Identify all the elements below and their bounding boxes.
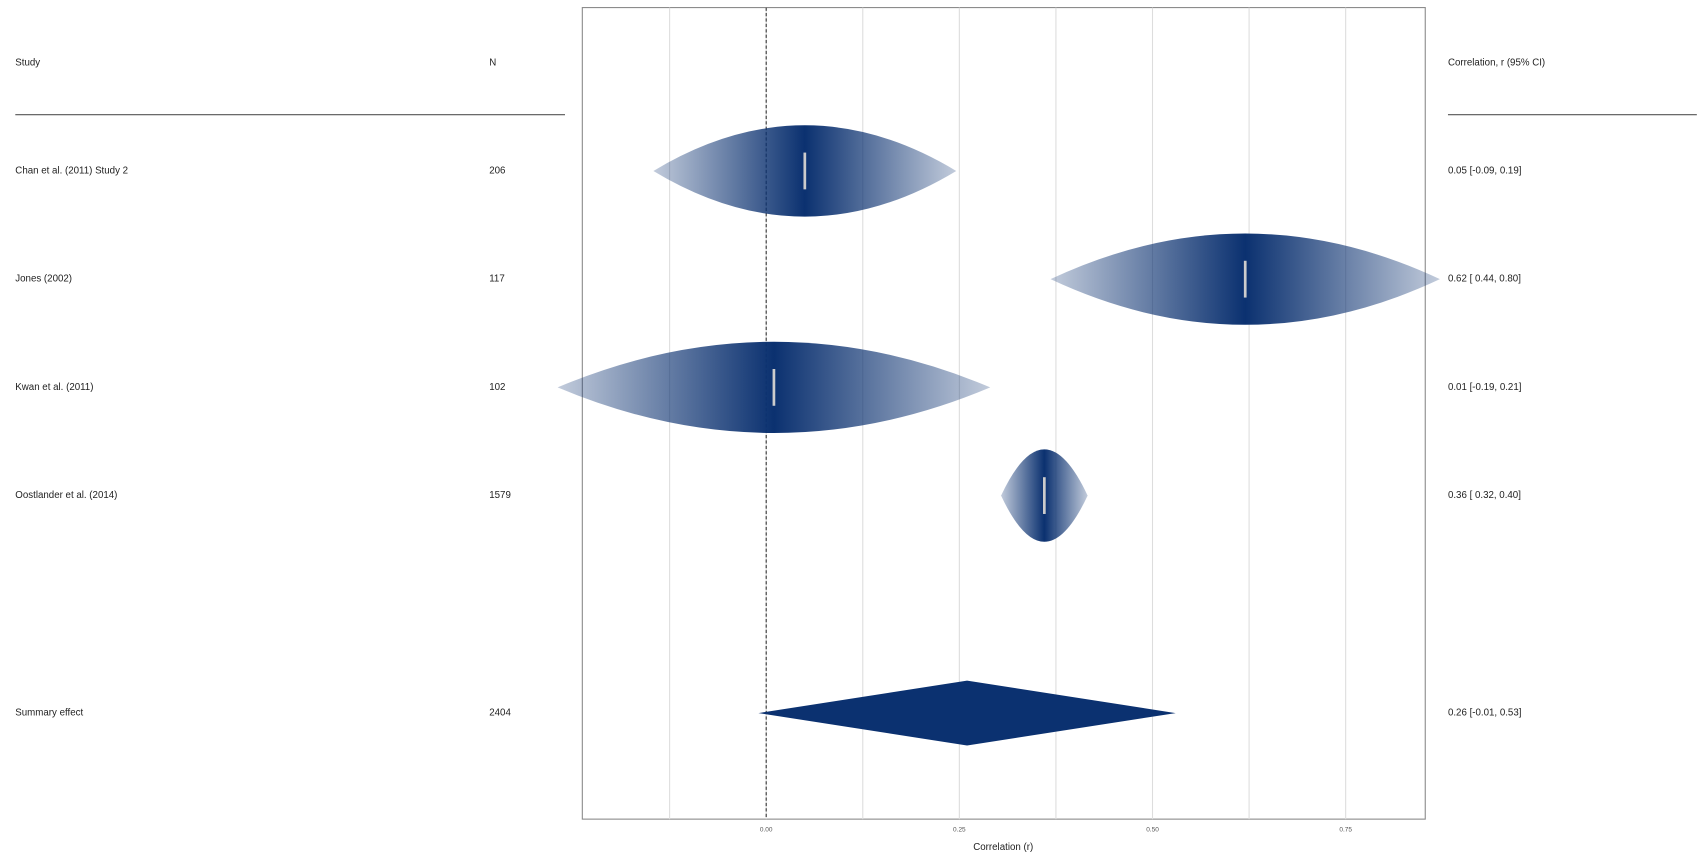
summary-ci: 0.26 [-0.01, 0.53] — [1448, 708, 1521, 719]
study-name: Oostlander et al. (2014) — [15, 490, 117, 501]
study-n: 117 — [489, 274, 505, 285]
header-study: Study — [15, 57, 40, 68]
summary-name: Summary effect — [15, 708, 83, 719]
study-ci: 0.01 [-0.19, 0.21] — [1448, 382, 1521, 393]
header-ci: Correlation, r (95% CI) — [1448, 57, 1545, 68]
x-tick-label: 0.50 — [1146, 827, 1159, 834]
study-ci: 0.62 [ 0.44, 0.80] — [1448, 274, 1521, 285]
summary-n: 2404 — [489, 708, 511, 719]
plot-frame — [581, 7, 1426, 820]
study-ci: 0.05 [-0.09, 0.19] — [1448, 166, 1521, 177]
x-tick-label: 0.75 — [1339, 827, 1352, 834]
study-name: Kwan et al. (2011) — [15, 382, 93, 393]
x-axis-label: Correlation (r) — [973, 842, 1033, 853]
header-n: N — [489, 57, 496, 68]
x-tick-label: 0.00 — [760, 827, 773, 834]
study-name: Chan et al. (2011) Study 2 — [15, 166, 128, 177]
study-n: 1579 — [489, 490, 511, 501]
x-tick-label: 0.25 — [953, 827, 966, 834]
study-n: 206 — [489, 166, 505, 177]
study-ci: 0.36 [ 0.32, 0.40] — [1448, 490, 1521, 501]
summary-diamond — [758, 680, 1176, 746]
study-n: 102 — [489, 382, 505, 393]
study-name: Jones (2002) — [15, 274, 72, 285]
